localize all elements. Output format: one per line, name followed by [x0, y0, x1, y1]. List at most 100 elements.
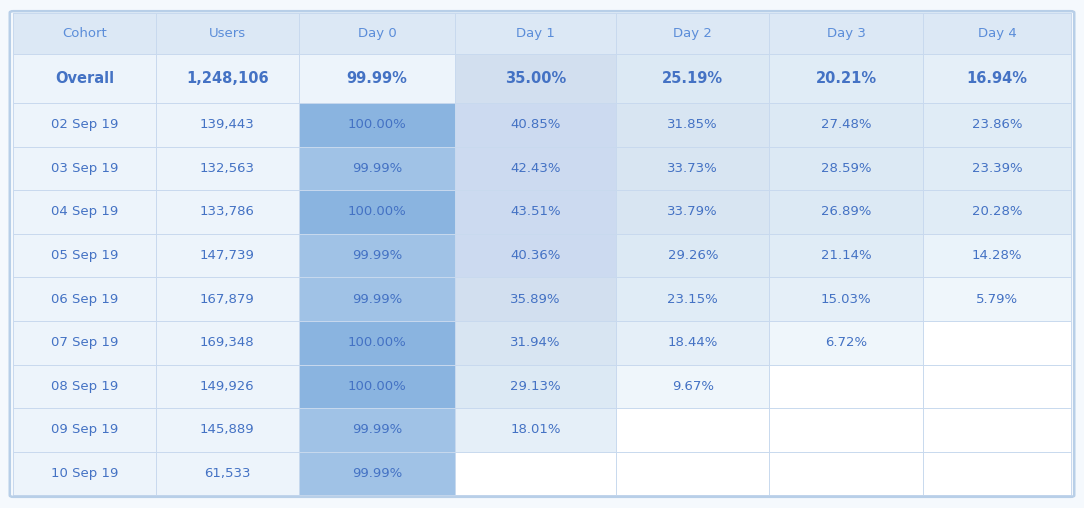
- Text: 08 Sep 19: 08 Sep 19: [51, 380, 118, 393]
- Text: 42.43%: 42.43%: [511, 162, 560, 175]
- Bar: [13, 13, 156, 54]
- Bar: [156, 13, 299, 54]
- Text: 31.94%: 31.94%: [511, 336, 560, 349]
- Bar: [299, 146, 455, 190]
- Text: 99.99%: 99.99%: [352, 467, 402, 480]
- Text: 40.85%: 40.85%: [511, 118, 560, 131]
- Text: 18.01%: 18.01%: [511, 423, 560, 436]
- Bar: [455, 452, 616, 495]
- Bar: [922, 365, 1071, 408]
- Bar: [616, 54, 770, 103]
- Text: Cohort: Cohort: [62, 27, 107, 40]
- Text: Day 3: Day 3: [827, 27, 866, 40]
- Text: 99.99%: 99.99%: [347, 71, 408, 86]
- Bar: [616, 321, 770, 365]
- Text: 25.19%: 25.19%: [662, 71, 723, 86]
- Text: 15.03%: 15.03%: [821, 293, 872, 306]
- Bar: [299, 54, 455, 103]
- Bar: [616, 146, 770, 190]
- Text: Day 1: Day 1: [516, 27, 555, 40]
- Bar: [922, 277, 1071, 321]
- Text: 16.94%: 16.94%: [967, 71, 1028, 86]
- Bar: [616, 190, 770, 234]
- Bar: [156, 408, 299, 452]
- Text: 20.21%: 20.21%: [815, 71, 877, 86]
- Text: 09 Sep 19: 09 Sep 19: [51, 423, 118, 436]
- Bar: [770, 365, 922, 408]
- Text: 06 Sep 19: 06 Sep 19: [51, 293, 118, 306]
- Bar: [156, 452, 299, 495]
- Bar: [299, 190, 455, 234]
- Bar: [616, 103, 770, 146]
- Bar: [156, 321, 299, 365]
- Bar: [156, 234, 299, 277]
- Text: 61,533: 61,533: [204, 467, 250, 480]
- Bar: [455, 321, 616, 365]
- Bar: [13, 54, 156, 103]
- Text: 43.51%: 43.51%: [511, 205, 560, 218]
- Text: 132,563: 132,563: [199, 162, 255, 175]
- Text: 21.14%: 21.14%: [821, 249, 872, 262]
- Text: 35.89%: 35.89%: [511, 293, 560, 306]
- Bar: [770, 146, 922, 190]
- Bar: [770, 190, 922, 234]
- Text: 04 Sep 19: 04 Sep 19: [51, 205, 118, 218]
- Bar: [770, 452, 922, 495]
- Text: 149,926: 149,926: [199, 380, 255, 393]
- Bar: [616, 13, 770, 54]
- Text: 167,879: 167,879: [199, 293, 255, 306]
- Bar: [13, 321, 156, 365]
- Text: Users: Users: [209, 27, 246, 40]
- Bar: [156, 103, 299, 146]
- Text: 100.00%: 100.00%: [348, 118, 406, 131]
- Bar: [922, 103, 1071, 146]
- Bar: [156, 277, 299, 321]
- Bar: [13, 277, 156, 321]
- Bar: [455, 365, 616, 408]
- Text: 99.99%: 99.99%: [352, 423, 402, 436]
- Bar: [455, 408, 616, 452]
- Text: 02 Sep 19: 02 Sep 19: [51, 118, 118, 131]
- Text: 33.73%: 33.73%: [668, 162, 718, 175]
- Text: Day 4: Day 4: [978, 27, 1017, 40]
- Bar: [299, 277, 455, 321]
- Text: 27.48%: 27.48%: [821, 118, 872, 131]
- Bar: [922, 146, 1071, 190]
- Bar: [922, 452, 1071, 495]
- Bar: [455, 277, 616, 321]
- Bar: [770, 13, 922, 54]
- Bar: [156, 54, 299, 103]
- Bar: [770, 277, 922, 321]
- Bar: [455, 54, 616, 103]
- Text: 133,786: 133,786: [199, 205, 255, 218]
- Text: 29.26%: 29.26%: [668, 249, 718, 262]
- Text: 05 Sep 19: 05 Sep 19: [51, 249, 118, 262]
- Text: 29.13%: 29.13%: [511, 380, 560, 393]
- Bar: [299, 452, 455, 495]
- Bar: [922, 13, 1071, 54]
- Bar: [616, 452, 770, 495]
- Bar: [922, 321, 1071, 365]
- Bar: [156, 365, 299, 408]
- Bar: [13, 146, 156, 190]
- Bar: [299, 321, 455, 365]
- Text: 23.86%: 23.86%: [971, 118, 1022, 131]
- Bar: [299, 13, 455, 54]
- Bar: [299, 103, 455, 146]
- Text: 03 Sep 19: 03 Sep 19: [51, 162, 118, 175]
- Text: 99.99%: 99.99%: [352, 249, 402, 262]
- Bar: [455, 13, 616, 54]
- Text: 6.72%: 6.72%: [825, 336, 867, 349]
- Text: 26.89%: 26.89%: [821, 205, 872, 218]
- Bar: [13, 408, 156, 452]
- Bar: [922, 234, 1071, 277]
- Text: Day 0: Day 0: [358, 27, 397, 40]
- Text: 100.00%: 100.00%: [348, 380, 406, 393]
- Bar: [299, 365, 455, 408]
- Text: 31.85%: 31.85%: [668, 118, 718, 131]
- Text: 23.39%: 23.39%: [971, 162, 1022, 175]
- Bar: [13, 234, 156, 277]
- Bar: [770, 234, 922, 277]
- Text: 40.36%: 40.36%: [511, 249, 560, 262]
- Bar: [922, 190, 1071, 234]
